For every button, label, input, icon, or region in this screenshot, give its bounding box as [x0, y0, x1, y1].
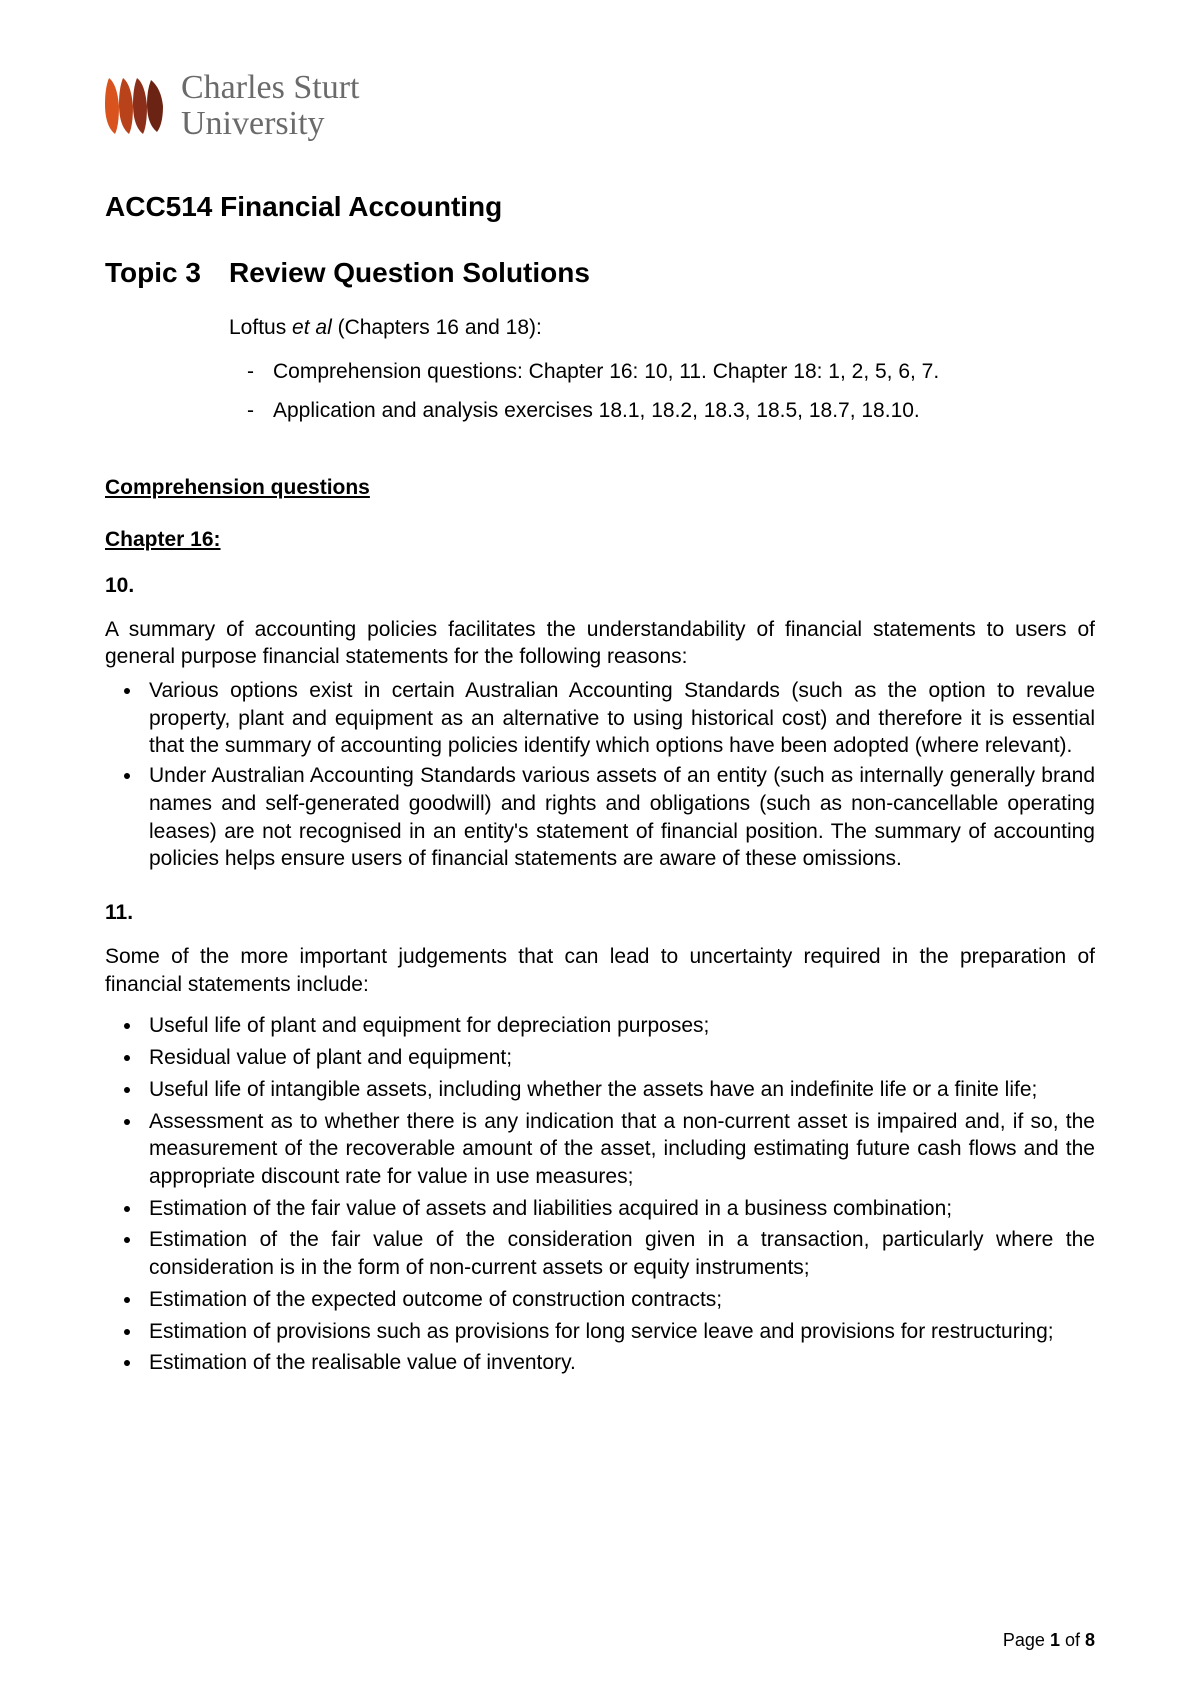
- ref-suffix: (Chapters 16 and 18):: [332, 316, 542, 339]
- reference-list: Comprehension questions: Chapter 16: 10,…: [247, 357, 1095, 426]
- reference-intro: Loftus et al (Chapters 16 and 18):: [229, 313, 1095, 342]
- list-item: Assessment as to whether there is any in…: [143, 1108, 1095, 1191]
- ref-prefix: Loftus: [229, 316, 292, 339]
- q10-bullets: Various options exist in certain Austral…: [105, 677, 1095, 873]
- page-prefix: Page: [1003, 1630, 1050, 1650]
- page-total: 8: [1085, 1630, 1095, 1650]
- list-item: Useful life of intangible assets, includ…: [143, 1076, 1095, 1104]
- list-item: Estimation of provisions such as provisi…: [143, 1318, 1095, 1346]
- question-number-10: 10.: [105, 574, 1095, 598]
- page-number: Page 1 of 8: [1003, 1630, 1095, 1651]
- q11-intro: Some of the more important judgements th…: [105, 943, 1095, 998]
- chapter-header: Chapter 16:: [105, 528, 1095, 552]
- document-page: Charles Sturt University ACC514 Financia…: [0, 0, 1200, 1697]
- university-logo: Charles Sturt University: [105, 70, 1095, 141]
- reference-block: Loftus et al (Chapters 16 and 18): Compr…: [229, 313, 1095, 425]
- list-item: Useful life of plant and equipment for d…: [143, 1012, 1095, 1040]
- list-item: Estimation of the expected outcome of co…: [143, 1286, 1095, 1314]
- reference-item: Application and analysis exercises 18.1,…: [247, 396, 1095, 425]
- list-item: Estimation of the realisable value of in…: [143, 1349, 1095, 1377]
- logo-text: Charles Sturt University: [181, 70, 359, 141]
- reference-item: Comprehension questions: Chapter 16: 10,…: [247, 357, 1095, 386]
- question-number-11: 11.: [105, 901, 1095, 925]
- logo-mark-icon: [105, 76, 169, 136]
- ref-italic: et al: [292, 316, 332, 339]
- logo-line2: University: [181, 106, 359, 142]
- list-item: Estimation of the fair value of assets a…: [143, 1195, 1095, 1223]
- q10-intro: A summary of accounting policies facilit…: [105, 616, 1095, 671]
- section-comprehension-header: Comprehension questions: [105, 476, 1095, 500]
- topic-title: Review Question Solutions: [229, 257, 590, 289]
- logo-line1: Charles Sturt: [181, 70, 359, 106]
- list-item: Various options exist in certain Austral…: [143, 677, 1095, 760]
- page-current: 1: [1050, 1630, 1060, 1650]
- q11-bullets: Useful life of plant and equipment for d…: [105, 1012, 1095, 1377]
- page-of: of: [1060, 1630, 1085, 1650]
- course-title: ACC514 Financial Accounting: [105, 191, 1095, 223]
- topic-label: Topic 3: [105, 257, 229, 289]
- topic-heading: Topic 3 Review Question Solutions: [105, 257, 1095, 289]
- list-item: Estimation of the fair value of the cons…: [143, 1226, 1095, 1281]
- list-item: Residual value of plant and equipment;: [143, 1044, 1095, 1072]
- list-item: Under Australian Accounting Standards va…: [143, 762, 1095, 873]
